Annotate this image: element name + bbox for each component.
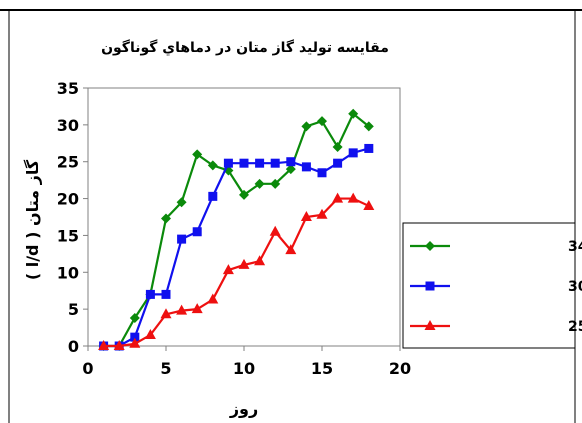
data-point (207, 293, 219, 304)
y-tick-label: 5 (68, 300, 79, 319)
data-point (348, 148, 358, 158)
data-point (317, 168, 327, 178)
series-2 (99, 143, 374, 351)
data-point (160, 308, 172, 319)
series-line (103, 197, 370, 348)
data-point (223, 158, 233, 168)
series-line (103, 147, 370, 348)
y-tick-label: 30 (57, 116, 79, 135)
y-tick-label: 35 (57, 79, 79, 98)
data-point (270, 158, 280, 168)
data-point (238, 258, 250, 269)
data-point (255, 158, 265, 168)
data-point (301, 162, 311, 172)
data-point (285, 164, 296, 175)
data-point (239, 158, 249, 168)
data-point (144, 328, 156, 339)
x-axis: 0 5 10 15 20 (82, 346, 411, 378)
data-point (239, 189, 249, 200)
data-point (222, 264, 234, 275)
series-1 (98, 108, 374, 351)
data-point (364, 143, 374, 153)
data-point (254, 178, 265, 189)
legend-label: درجه سلسيوس30 (568, 279, 582, 295)
x-tick-label: 20 (389, 359, 411, 378)
x-tick-label: 5 (160, 359, 171, 378)
x-axis-label: روز (229, 399, 258, 418)
data-point (332, 141, 343, 152)
x-tick-label: 0 (82, 359, 93, 378)
y-axis-label: گاز متان ( l/d ) (23, 159, 42, 280)
y-tick-label: 0 (68, 337, 79, 356)
series-3 (98, 192, 375, 350)
data-point (254, 255, 266, 266)
data-point (316, 208, 328, 219)
data-point (347, 192, 359, 203)
data-point (176, 304, 188, 315)
data-point (363, 199, 375, 210)
data-point (300, 211, 312, 221)
data-point (145, 289, 155, 299)
data-point (129, 337, 141, 348)
legend-marker (424, 320, 436, 330)
y-axis: 0 5 10 15 20 25 30 35 (57, 79, 88, 356)
series-layer (98, 108, 375, 351)
data-point (301, 121, 312, 132)
y-tick-label: 10 (57, 263, 79, 282)
legend-label: درجه سلسيوس34 (568, 239, 582, 255)
legend-marker (425, 241, 435, 251)
data-point (161, 213, 171, 224)
data-point (208, 191, 218, 201)
legend-marker (425, 281, 435, 291)
data-point (113, 340, 125, 350)
data-point (129, 312, 140, 323)
plot-border (87, 87, 401, 347)
data-point (285, 244, 297, 255)
data-point (269, 225, 281, 236)
legend-item: درجه سلسيوس 25 (410, 319, 582, 335)
legend-item: درجه سلسيوس34 (410, 239, 582, 255)
data-point (130, 332, 140, 342)
legend: درجه سلسيوس34 درجه سلسيوس30 درجه سلسيوس 25 (402, 222, 582, 349)
data-point (191, 303, 203, 314)
legend-item: درجه سلسيوس30 (410, 279, 582, 295)
y-tick-label: 25 (57, 153, 79, 172)
data-point (270, 178, 281, 189)
data-point (192, 227, 202, 237)
x-tick-label: 10 (233, 359, 255, 378)
legend-label: درجه سلسيوس 25 (568, 319, 582, 335)
data-point (161, 289, 171, 299)
data-point (207, 160, 218, 171)
x-tick-label: 15 (311, 359, 333, 378)
data-point (348, 108, 359, 119)
data-point (333, 158, 343, 168)
data-point (192, 149, 203, 160)
chart-title: مقايسه توليد گاز متان در دماهاي گوناگون (101, 39, 389, 57)
y-tick-label: 15 (57, 226, 79, 245)
data-point (332, 192, 344, 203)
plot-area: 0 5 10 15 20 25 30 35 0 5 10 15 20 (57, 79, 411, 378)
data-point (286, 157, 296, 167)
data-point (98, 340, 110, 350)
data-point (176, 197, 187, 208)
data-point (177, 234, 187, 244)
data-point (363, 121, 374, 132)
data-point (317, 116, 327, 127)
y-tick-label: 20 (57, 190, 79, 209)
